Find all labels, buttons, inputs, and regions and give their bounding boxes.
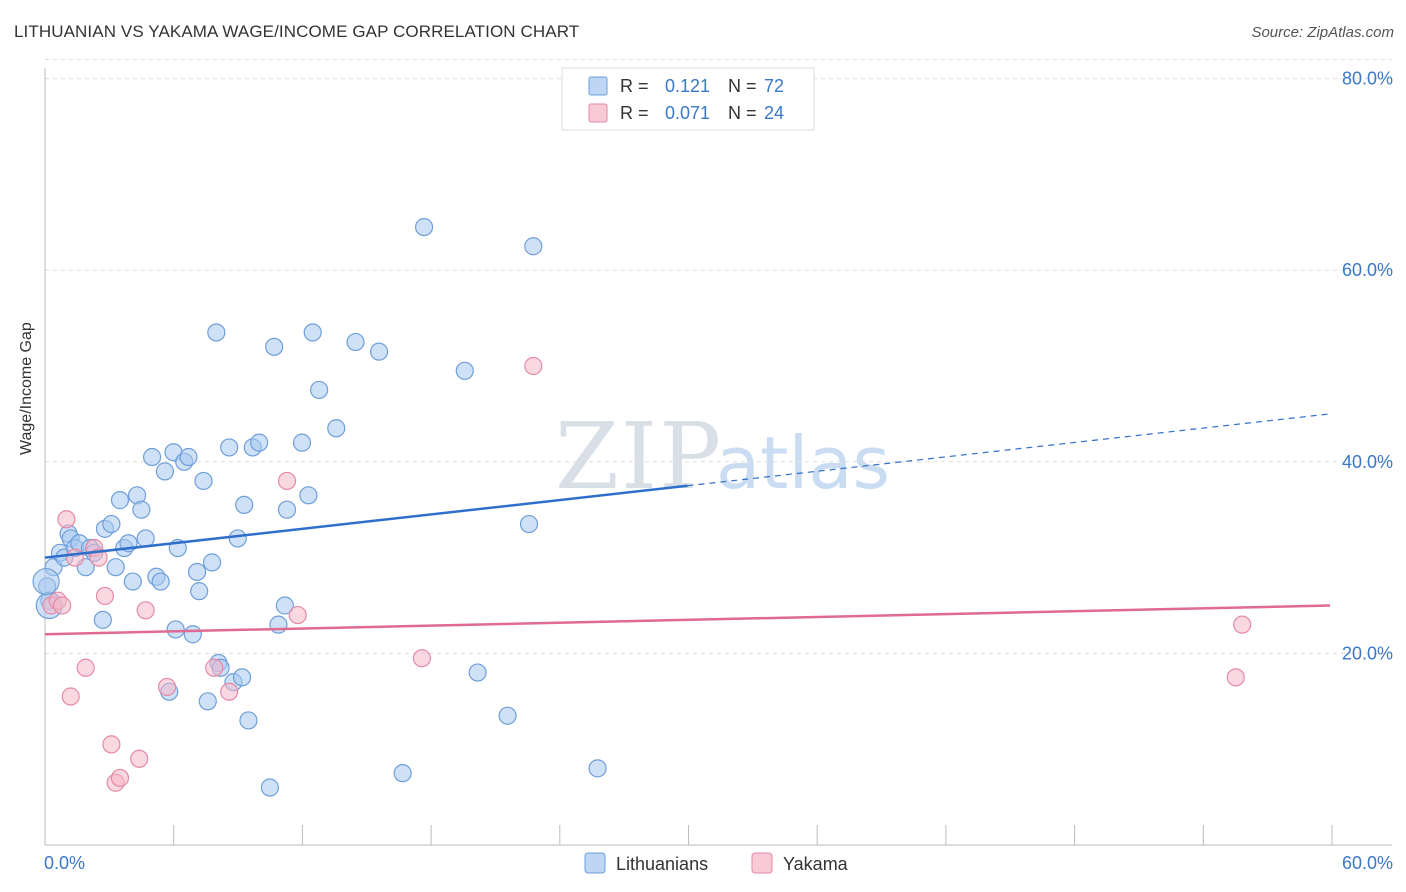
yakama-point (110, 768, 130, 788)
lithuanians-point (277, 500, 297, 519)
lithuanians-point (183, 625, 202, 644)
n-value: 72 (764, 76, 784, 96)
yakama-point (53, 596, 72, 615)
lithuanians-point (151, 572, 170, 591)
lithuanians-point (299, 486, 318, 505)
yakama-point (157, 677, 177, 697)
yakama-point (89, 548, 108, 567)
lithuanians-point (102, 514, 121, 534)
lithuanians-point (393, 764, 412, 783)
y-tick-label: 80.0% (1342, 69, 1393, 89)
lithuanians-point (235, 495, 254, 515)
lithuanians-point (207, 323, 226, 342)
lithuanians-point (155, 462, 175, 481)
yakama-point (102, 735, 121, 754)
lithuanians-point (260, 778, 279, 797)
lithuanians-point (370, 342, 389, 361)
lithuanians-point (190, 582, 209, 601)
lithuanians-point (468, 663, 487, 682)
yakama-point (288, 605, 307, 625)
yakama-point (412, 649, 432, 668)
lithuanians-point (194, 471, 213, 491)
lithuanians-point (519, 514, 539, 534)
lithuanians-trendline-projection (687, 413, 1331, 487)
lithuanians-point (310, 380, 329, 400)
legend-yakama-label: Yakama (783, 854, 849, 874)
lithuanians-point (275, 596, 294, 615)
lithuanians-swatch (588, 76, 608, 96)
lithuanians-point (220, 438, 239, 457)
lithuanians-point (202, 553, 222, 572)
y-tick-label: 20.0% (1342, 643, 1393, 663)
lithuanians-point (166, 620, 185, 639)
x-tick-label-min: 0.0% (44, 853, 85, 873)
yakama-trendline (44, 604, 1331, 636)
lithuanians-point (232, 668, 252, 687)
yakama-point (1233, 615, 1252, 634)
watermark-zip: ZIP (555, 403, 723, 510)
lithuanians-point (455, 361, 474, 380)
lithuanians-point (228, 529, 247, 548)
yakama-point (57, 510, 76, 529)
lithuanians-point (123, 572, 142, 591)
lithuanians-point (136, 529, 155, 548)
lithuanians-point (346, 332, 365, 352)
yakama-swatch (588, 103, 608, 123)
lithuanians-point (524, 237, 543, 256)
lithuanians-point (239, 711, 258, 730)
yakama-point (1226, 668, 1245, 687)
legend-lithuanians-label: Lithuanians (616, 854, 708, 874)
lithuanians-point (32, 567, 60, 596)
x-tick-label-max: 60.0% (1342, 853, 1393, 873)
lithuanians-trendline (44, 484, 688, 559)
r-value: 0.121 (665, 76, 710, 96)
y-tick-label: 40.0% (1342, 452, 1393, 472)
yakama-point (76, 658, 95, 677)
yakama-point (65, 548, 85, 567)
yakama-point (136, 601, 155, 620)
lithuanians-point (250, 433, 269, 452)
lithuanians-point (106, 558, 125, 577)
yakama-point (524, 356, 543, 376)
lithuanians-point (187, 562, 207, 582)
lithuanians-point (303, 323, 322, 342)
lithuanians-point (588, 759, 607, 778)
n-value: 24 (764, 103, 784, 123)
lithuanians-point (414, 217, 434, 237)
lithuanians-point (292, 433, 312, 452)
legend-yakama-swatch (751, 852, 773, 874)
lithuanians-point (327, 419, 346, 438)
lithuanians-point (179, 447, 198, 467)
source-label: Source: ZipAtlas.com (1251, 24, 1394, 41)
r-label: R = (620, 103, 649, 123)
yakama-point (205, 658, 224, 677)
r-value: 0.071 (665, 103, 710, 123)
yakama-point (220, 682, 239, 701)
y-tick-label: 60.0% (1342, 260, 1393, 280)
yakama-point (95, 586, 115, 606)
yakama-point (61, 687, 80, 706)
lithuanians-point (132, 500, 151, 519)
yakama-point (277, 471, 297, 491)
lithuanians-point (198, 692, 217, 711)
lithuanians-point (269, 615, 288, 634)
legend-lithuanians-swatch (584, 852, 606, 874)
lithuanians-point (93, 610, 112, 629)
lithuanians-point (142, 447, 162, 467)
lithuanians-point (110, 491, 130, 510)
r-label: R = (620, 76, 649, 96)
lithuanians-point (265, 337, 284, 356)
n-label: N = (728, 103, 757, 123)
yakama-point (130, 749, 149, 768)
watermark-atlas: atlas (716, 421, 890, 505)
n-label: N = (728, 76, 757, 96)
chart-title: LITHUANIAN VS YAKAMA WAGE/INCOME GAP COR… (14, 22, 580, 41)
lithuanians-point (498, 706, 517, 725)
